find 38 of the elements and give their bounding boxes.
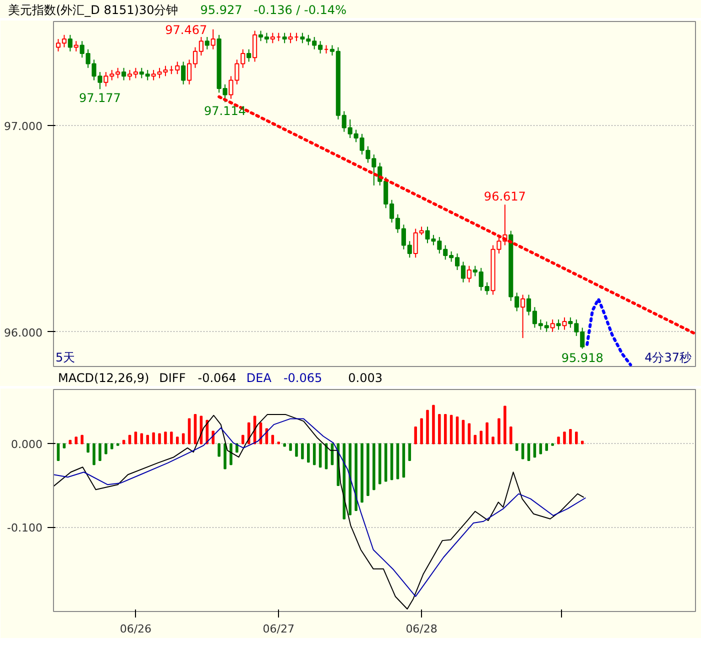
y-tick-label: 0.000: [11, 438, 43, 452]
candlestick: [520, 294, 526, 339]
chart-title: MACD(12,26,9): [58, 371, 150, 385]
x-tick-label: 06/27: [262, 622, 294, 636]
text: DEA: [246, 371, 272, 385]
candlestick: [210, 28, 216, 50]
candlestick: [270, 32, 275, 44]
candlestick: [181, 61, 186, 85]
candlestick: [550, 318, 555, 332]
annotation: 5天: [56, 350, 76, 364]
candlestick: [68, 34, 72, 52]
annotation: 97.177: [78, 91, 121, 106]
text: 0.003: [348, 371, 382, 385]
candlestick: [466, 265, 472, 283]
y-tick-label: -0.100: [7, 522, 43, 535]
candlestick: [204, 36, 210, 50]
candlestick: [175, 61, 180, 75]
annotation: 97.467: [165, 22, 208, 37]
chart-subtitle: 95.927 -0.136 / -0.14%: [200, 3, 346, 17]
annotation: 95.918: [561, 350, 604, 365]
y-tick-label: 97.000: [4, 120, 43, 134]
candlestick: [282, 32, 287, 44]
annotation: 97.114: [204, 104, 246, 118]
x-tick-label: 06/26: [120, 622, 152, 636]
candlestick: [556, 318, 561, 330]
annotation: 96.617: [484, 190, 526, 204]
candlestick: [121, 67, 126, 81]
candlestick: [562, 316, 567, 330]
text: DIFF: [159, 371, 186, 385]
y-tick-label: 96.000: [4, 326, 43, 340]
candlestick: [74, 40, 78, 52]
candlestick: [246, 48, 252, 62]
candlestick: [252, 30, 258, 62]
text: -0.065: [283, 371, 322, 385]
text: -0.064: [198, 371, 236, 385]
annotation: 4分37秒: [644, 350, 692, 364]
chart-title: 美元指数(外汇_D 8151)30分钟: [8, 3, 178, 17]
x-tick-label: 06/28: [406, 622, 438, 636]
